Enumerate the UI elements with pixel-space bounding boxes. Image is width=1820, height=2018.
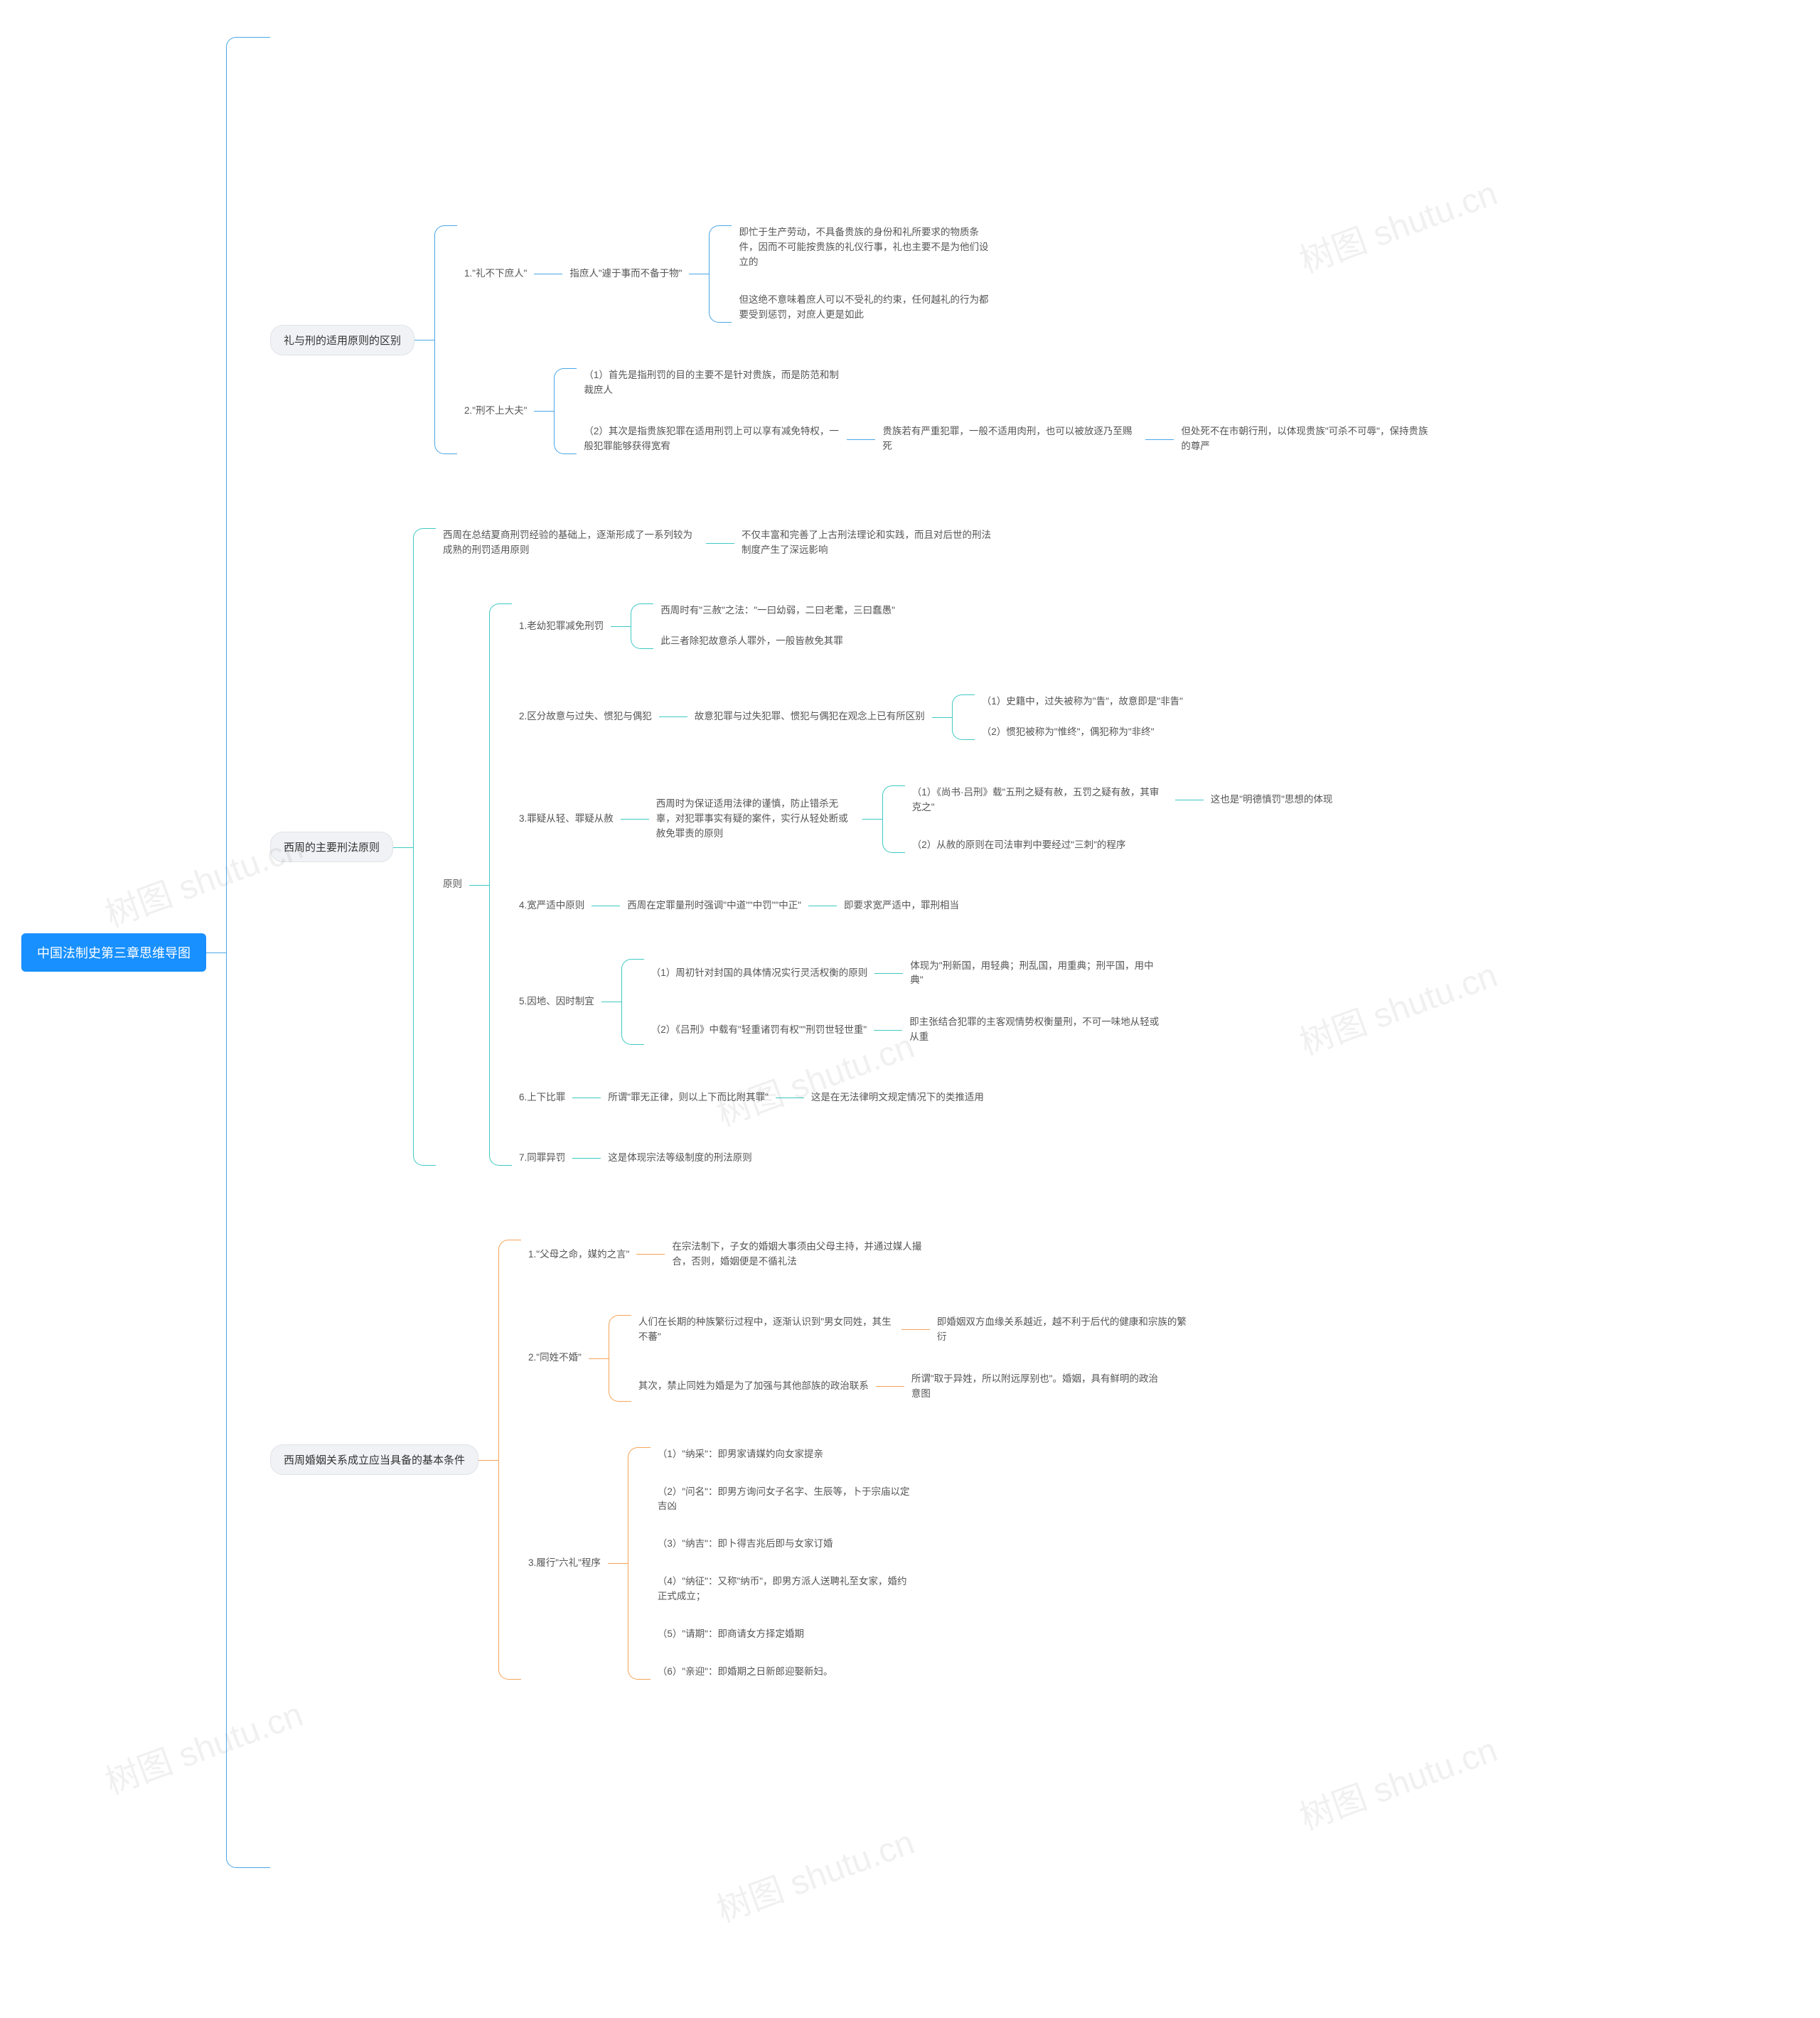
s3-n3-a: （1）"纳采"：即男家请媒妁向女家提亲 xyxy=(651,1443,921,1466)
bracket xyxy=(611,595,653,658)
s2-p5-b1: 即主张结合犯罪的主客观情势权衡量刑，不可一味地从轻或从重 xyxy=(902,1011,1172,1049)
s3-n2[interactable]: 2."同姓不婚" xyxy=(521,1346,589,1370)
section-1-title[interactable]: 礼与刑的适用原则的区别 xyxy=(270,325,414,355)
s2-p3-a1: （1）《尚书·吕刑》载"五刑之疑有赦，五罚之疑有赦，其审克之" xyxy=(905,781,1175,820)
bracket xyxy=(862,777,905,862)
s2-intro-b: 不仅丰富和完善了上古刑法理论和实践，而且对后世的刑法制度产生了深远影响 xyxy=(734,524,1005,562)
s2-p2-a: 故意犯罪与过失犯罪、惯犯与偶犯在观念上已有所区别 xyxy=(687,705,932,729)
s3-n2-a: 人们在长期的种族繁衍过程中，逐渐认识到"男女同姓，其生不蕃" xyxy=(631,1311,901,1349)
section-2-title[interactable]: 西周的主要刑法原则 xyxy=(270,832,393,862)
bracket xyxy=(601,950,644,1054)
bracket xyxy=(534,360,577,463)
root-bracket xyxy=(206,28,270,1877)
s3-n1[interactable]: 1."父母之命，媒妁之言" xyxy=(521,1243,636,1267)
section-3: 西周婚姻关系成立应当具备的基本条件 1."父母之命，媒妁之言" 在宗法制下，子女… xyxy=(270,1231,1444,1688)
s1-n2-b1: 贵族若有严重犯罪，一般不适用肉刑，也可以被放逐乃至赐死 xyxy=(875,420,1145,458)
s2-p2[interactable]: 2.区分故意与过失、惯犯与偶犯 xyxy=(512,705,659,729)
line xyxy=(876,1386,904,1387)
s2-p5[interactable]: 5.因地、因时制宜 xyxy=(512,990,601,1014)
s2-p3-a1x: 这也是"明德慎罚"思想的体现 xyxy=(1204,788,1340,812)
s2-p5-b: （2）《吕刑》中载有"轻重诸罚有权""刑罚世轻世重" xyxy=(644,1019,874,1042)
line xyxy=(706,543,734,544)
line xyxy=(1145,439,1174,440)
s3-n3-b: （2）"问名"：即男方询问女子名字、生辰等，卜于宗庙以定吉凶 xyxy=(651,1481,921,1519)
s2-p6-b: 这是在无法律明文规定情况下的类推适用 xyxy=(804,1086,991,1110)
line xyxy=(572,1097,601,1098)
s1-n2-b2: 但处死不在市朝行刑，以体现贵族"可杀不可辱"，保持贵族的尊严 xyxy=(1174,420,1444,458)
section-3-title[interactable]: 西周婚姻关系成立应当具备的基本条件 xyxy=(270,1444,478,1475)
s1-n1-a2: 但这绝不意味着庶人可以不受礼的约束，任何越礼的行为都要受到惩罚，对庶人更是如此 xyxy=(732,289,1002,327)
s2-p1-b: 此三者除犯故意杀人罪外，一般皆赦免其罪 xyxy=(653,630,902,653)
s1-n1[interactable]: 1."礼不下庶人" xyxy=(457,262,534,286)
s2-p1[interactable]: 1.老幼犯罪减免刑罚 xyxy=(512,615,611,638)
line xyxy=(621,819,649,820)
line xyxy=(572,1158,601,1159)
s1-n2[interactable]: 2."刑不上大夫" xyxy=(457,399,534,423)
sections: 礼与刑的适用原则的区别 1."礼不下庶人" 指庶人"遽于事而不备于物" 即忙于生… xyxy=(270,217,1444,1688)
s3-n2-b: 其次，禁止同姓为婚是为了加强与其他部族的政治联系 xyxy=(631,1375,876,1398)
bracket xyxy=(608,1439,651,1688)
s2-p7[interactable]: 7.同罪异罚 xyxy=(512,1147,572,1170)
line xyxy=(874,973,903,974)
bracket xyxy=(689,217,732,331)
s2-p6-a: 所谓"罪无正律，则以上下而比附其罪" xyxy=(601,1086,776,1110)
s1-n2-b: （2）其次是指贵族犯罪在适用刑罚上可以享有减免特权，一般犯罪能够获得宽宥 xyxy=(577,420,847,458)
s2-p3-a: 西周时为保证适用法律的谨慎，防止错杀无辜，对犯罪事实有疑的案件，实行从轻处断或赦… xyxy=(649,793,862,846)
bracket xyxy=(478,1231,521,1688)
s2-p7-a: 这是体现宗法等级制度的刑法原则 xyxy=(601,1147,759,1170)
s2-p6[interactable]: 6.上下比罪 xyxy=(512,1086,572,1110)
s3-n3-c: （3）"纳吉"：即卜得吉兆后即与女家订婚 xyxy=(651,1533,921,1556)
s2-p2-a2: （2）惯犯被称为"惟终"，偶犯称为"非终" xyxy=(975,721,1190,744)
s3-n3-e: （5）"请期"：即商请女方择定婚期 xyxy=(651,1623,921,1646)
section-1: 礼与刑的适用原则的区别 1."礼不下庶人" 指庶人"遽于事而不备于物" 即忙于生… xyxy=(270,217,1444,463)
s2-p1-a: 西周时有"三赦"之法："一曰幼弱，二曰老耄，三曰蠢愚" xyxy=(653,599,902,623)
line xyxy=(847,439,875,440)
s2-p4[interactable]: 4.宽严适中原则 xyxy=(512,894,592,918)
line xyxy=(776,1097,804,1098)
s2-p4-a: 西周在定罪量刑时强调"中道""中罚""中正" xyxy=(620,894,808,918)
bracket xyxy=(589,1306,631,1410)
mindmap: 中国法制史第三章思维导图 礼与刑的适用原则的区别 1."礼不下庶人" 指庶人"遽… xyxy=(21,28,1799,1877)
s3-n2-a1: 即婚姻双方血缘关系越近，越不利于后代的健康和宗族的繁衍 xyxy=(930,1311,1200,1349)
s2-p3-a2: （2）从赦的原则在司法审判中要经过"三刺"的程序 xyxy=(905,834,1175,857)
root-node[interactable]: 中国法制史第三章思维导图 xyxy=(21,933,206,972)
s1-n1-a1: 即忙于生产劳动，不具备贵族的身份和礼所要求的物质条件，因而不可能按贵族的礼仪行事… xyxy=(732,221,1002,274)
line xyxy=(874,1030,902,1031)
s2-p3[interactable]: 3.罪疑从轻、罪疑从赦 xyxy=(512,807,621,831)
line xyxy=(901,1329,930,1330)
s3-n3[interactable]: 3.履行"六礼"程序 xyxy=(521,1552,608,1575)
s2-intro-a: 西周在总结夏商刑罚经验的基础上，逐渐形成了一系列较为成熟的刑罚适用原则 xyxy=(436,524,706,562)
s2-p5-a1: 体现为"刑新国，用轻典；刑乱国，用重典；刑平国，用中典" xyxy=(903,955,1173,993)
line xyxy=(636,1254,665,1255)
s2-p2-a1: （1）史籍中，过失被称为"眚"，故意即是"非眚" xyxy=(975,690,1190,714)
s3-n3-d: （4）"纳征"：又称"纳币"，即男方派人送聘礼至女家，婚约正式成立； xyxy=(651,1570,921,1609)
s1-n2-a: （1）首先是指刑罚的目的主要不是针对贵族，而是防范和制裁庶人 xyxy=(577,364,847,402)
s1-n1-a: 指庶人"遽于事而不备于物" xyxy=(562,262,689,286)
s2-principles-label[interactable]: 原则 xyxy=(436,873,469,896)
bracket xyxy=(469,595,512,1174)
s3-n3-f: （6）"亲迎"：即婚期之日新郎迎娶新妇。 xyxy=(651,1660,921,1684)
s2-p5-a: （1）周初针对封国的具体情况实行灵活权衡的原则 xyxy=(644,962,875,985)
section-2: 西周的主要刑法原则 西周在总结夏商刑罚经验的基础上，逐渐形成了一系列较为成熟的刑… xyxy=(270,520,1444,1174)
s3-n2-b1: 所谓"取于异姓，所以附远厚别也"。婚姻，具有鲜明的政治意图 xyxy=(904,1368,1174,1406)
s3-n1-a: 在宗法制下，子女的婚姻大事须由父母主持，并通过媒人撮合，否则，婚姻便是不循礼法 xyxy=(665,1235,935,1274)
s2-p4-b: 即要求宽严适中，罪刑相当 xyxy=(837,894,966,918)
bracket xyxy=(932,686,975,748)
bracket xyxy=(414,217,457,463)
bracket xyxy=(393,520,436,1174)
